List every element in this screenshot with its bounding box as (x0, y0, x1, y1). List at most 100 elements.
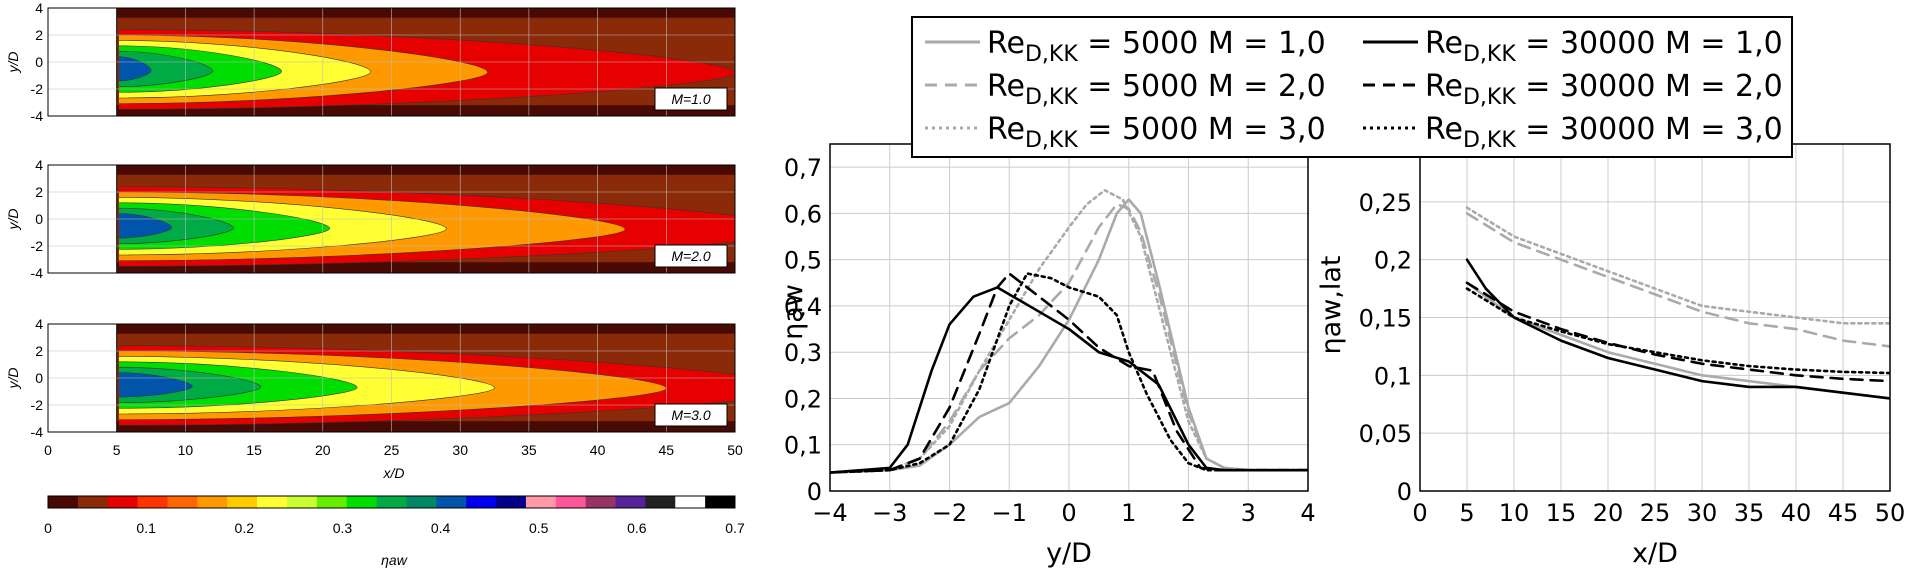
x-tick-label: 50 (1875, 499, 1906, 527)
contour-panel: 4 2 0 -2 -4 y/D M=2.0 (5, 157, 736, 281)
contour-y-label: y/D (5, 368, 21, 390)
x-tick-label: 5 (1459, 499, 1474, 527)
legend-item: ReD,KK = 5000 M = 3,0 (925, 112, 1326, 153)
x-tick-label: 10 (1499, 499, 1530, 527)
legend-item: ReD,KK = 5000 M = 1,0 (925, 26, 1326, 67)
x-tick-label: 4 (1300, 499, 1315, 527)
colorbar-swatch (227, 496, 258, 508)
colorbar-tick: 0.3 (333, 520, 353, 536)
contour-x-tick: 45 (659, 442, 675, 458)
regime-tag-box (654, 244, 728, 268)
y-tick-label: 0 (1397, 478, 1412, 506)
x-tick-label: 2 (1181, 499, 1196, 527)
legend-item: ReD,KK = 5000 M = 2,0 (925, 69, 1326, 110)
contour-y-tick: 4 (35, 157, 43, 173)
contour-panels: 420-2-4y/DM=1.0420-2-4y/DM=2.0420-2-4y/D… (5, 0, 743, 458)
colorbar-swatch (705, 496, 736, 508)
contour-edge-bottom (116, 262, 735, 273)
colorbar-swatch (615, 496, 646, 508)
contour-y-tick: 2 (35, 184, 43, 200)
colorbar-tick: 0.7 (725, 520, 745, 536)
contour-y-tick: 0 (35, 54, 43, 70)
colorbar-swatch (376, 496, 407, 508)
regime-tag: M=1.0 (654, 87, 728, 111)
series-group (1465, 206, 1890, 400)
contour-x-tick: 20 (315, 442, 331, 458)
contour-y-tick: -2 (31, 397, 44, 413)
contour-band (119, 213, 172, 239)
contour-x-tick: 30 (452, 442, 468, 458)
regime-tag-label: M=2.0 (671, 248, 711, 264)
contour-panel: 4 2 0 -2 -4 y/D M=1.0 (5, 0, 736, 124)
contour-x-tick: 0 (44, 442, 52, 458)
colorbar-swatch (645, 496, 676, 508)
contour-x-tick: 50 (727, 442, 743, 458)
regime-tag: M=3.0 (654, 403, 728, 427)
colorbar-label: ηaw (381, 552, 408, 568)
colorbar-swatch (257, 496, 288, 508)
lateral-y-label: ηaw,lat (1316, 256, 1347, 355)
contour-y-label: y/D (5, 209, 21, 231)
legend-label: ReD,KK = 5000 M = 2,0 (987, 69, 1326, 110)
regime-tag-box (654, 403, 728, 427)
contour-x-tick: 25 (384, 442, 400, 458)
series-line (1465, 287, 1890, 375)
contour-x-label: x/D (383, 465, 405, 481)
series-group (830, 188, 1308, 474)
contour-band (119, 56, 152, 82)
legend-box (911, 16, 1793, 158)
contour-bands (119, 186, 735, 267)
series-line (830, 188, 1308, 474)
contour-band (119, 50, 214, 88)
colorbar-swatch (316, 496, 347, 508)
colorbar-swatch (496, 496, 527, 508)
contour-frame (47, 164, 736, 274)
colorbar-swatch (286, 496, 318, 508)
legend: ReD,KK = 5000 M = 1,0 ReD,KK = 30000 M = … (911, 16, 1793, 158)
legend-item: ReD,KK = 30000 M = 2,0 (1363, 69, 1783, 110)
colorbar-swatch (107, 496, 138, 508)
contour-x-tick: 40 (590, 442, 606, 458)
contour-y-tick: 0 (35, 211, 43, 227)
contour-y-tick: 4 (35, 0, 43, 16)
y-tick-label: 0,1 (1374, 362, 1412, 390)
contour-edge-bottom (116, 105, 735, 116)
contour-y-tick: 2 (35, 343, 43, 359)
x-tick-label: 3 (1241, 499, 1256, 527)
profile-x-label: y/D (1046, 538, 1092, 569)
legend-label: ReD,KK = 30000 M = 3,0 (1425, 112, 1783, 153)
y-tick-label: 0,25 (1359, 189, 1412, 217)
x-tick-label: 45 (1828, 499, 1859, 527)
colorbar-swatch (525, 496, 557, 508)
series-line (1465, 258, 1890, 400)
colorbar-swatch (585, 496, 616, 508)
y-tick-label: 0,15 (1359, 305, 1412, 333)
legend-item: ReD,KK = 30000 M = 1,0 (1363, 26, 1783, 67)
contour-y-tick: 4 (35, 316, 43, 332)
series-line (830, 272, 1308, 474)
legend-label: ReD,KK = 30000 M = 1,0 (1425, 26, 1783, 67)
contour-bands (119, 345, 735, 426)
x-tick-label: 25 (1640, 499, 1671, 527)
colorbar: 0 0.1 0.2 0.3 0.4 0.5 0.6 0.7 (44, 495, 745, 536)
contour-bands (119, 29, 735, 110)
x-tick-label: 0 (1412, 499, 1427, 527)
colorbar-frame (47, 495, 736, 509)
colorbar-swatch (137, 496, 168, 508)
profile-y-label: ηaw (778, 284, 809, 340)
colorbar-swatch (466, 496, 497, 508)
colorbar-swatch (167, 496, 198, 508)
contour-x-tick: 5 (113, 442, 121, 458)
contour-y-tick: 2 (35, 27, 43, 43)
y-tick-label: 0,2 (1374, 247, 1412, 275)
contour-edge-top (116, 165, 735, 175)
x-tick-label: 0 (1061, 499, 1076, 527)
contour-y-tick: -2 (31, 238, 44, 254)
series-line (830, 202, 1308, 474)
y-tick-label: 0,4 (784, 293, 822, 321)
lateral-chart: 0 5 10 15 20 25 30 35 40 45 50 0 0,05 0,1 0,15 0,2 0,25 (1359, 143, 1906, 527)
contour-band (119, 372, 193, 398)
colorbar-swatch (197, 496, 228, 508)
x-tick-label: −2 (932, 499, 967, 527)
